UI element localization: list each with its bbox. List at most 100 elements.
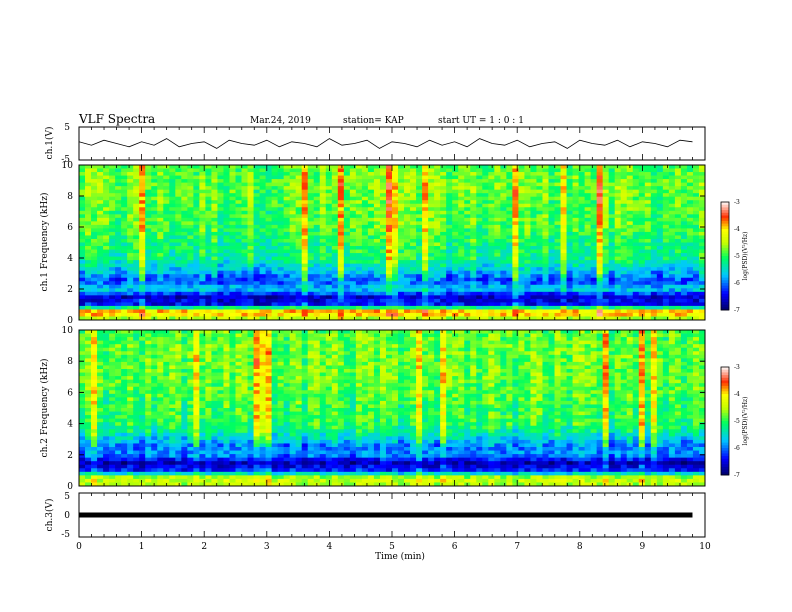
spectrogram-cell	[85, 288, 92, 293]
spectrogram-cell	[295, 281, 303, 286]
spectrogram-cell	[506, 267, 513, 272]
spectrogram-cell	[103, 468, 110, 473]
spectrogram-cell	[602, 165, 610, 169]
spectrogram-cell	[566, 235, 573, 240]
spectrogram-cell	[187, 179, 194, 184]
spectrogram-cell	[199, 200, 206, 205]
spectrogram-cell	[217, 168, 224, 173]
spectrogram-cell	[428, 200, 435, 205]
spectrogram-cell	[103, 277, 110, 282]
spectrogram-cell	[662, 210, 670, 215]
spectrogram-cell	[392, 312, 399, 317]
spectrogram-cell	[103, 379, 110, 384]
spectrogram-cell	[187, 221, 194, 226]
spectrogram-cell	[301, 312, 309, 317]
colorbar-swatch	[721, 220, 729, 224]
spectrogram-cell	[163, 274, 170, 279]
spectrogram-cell	[235, 221, 242, 226]
spectrogram-cell	[271, 175, 279, 180]
spectrogram-cell	[241, 168, 248, 173]
spectrogram-cell	[253, 210, 260, 215]
spectrogram-cell	[512, 231, 519, 236]
spectrogram-cell	[301, 172, 309, 176]
spectrogram-cell	[620, 253, 628, 257]
spectrogram-cell	[127, 221, 134, 226]
spectrogram-cell	[313, 260, 321, 265]
spectrogram-cell	[313, 221, 321, 226]
spectrogram-cell	[97, 235, 104, 240]
spectrogram-cell	[253, 214, 260, 219]
spectrogram-cell	[494, 242, 501, 247]
spectrogram-cell	[398, 284, 405, 289]
spectrogram-cell	[608, 217, 616, 222]
spectrogram-cell	[211, 295, 218, 300]
spectrogram-cell	[458, 316, 465, 321]
spectrogram-cell	[169, 246, 176, 250]
spectrogram-cell	[307, 291, 315, 296]
spectrogram-cell	[367, 316, 375, 321]
spectrogram-cell	[367, 200, 375, 205]
spectrogram-cell	[103, 393, 110, 398]
spectrogram-cell	[103, 471, 110, 476]
spectrogram-cell	[452, 168, 459, 173]
spectrogram-cell	[650, 267, 658, 272]
spectrogram-cell	[169, 200, 176, 205]
spectrogram-cell	[283, 175, 291, 180]
spectrogram-cell	[692, 235, 700, 240]
spectrogram-cell	[349, 182, 357, 187]
spectrogram-cell	[398, 291, 405, 296]
spectrogram-cell	[500, 267, 507, 272]
spectrogram-cell	[331, 235, 339, 240]
spectrogram-cell	[674, 298, 682, 303]
spectrogram-cell	[151, 238, 158, 243]
spectrogram-cell	[440, 217, 447, 222]
spectrogram-cell	[241, 189, 248, 194]
spectrogram-cell	[325, 260, 333, 265]
spectrogram-cell	[416, 217, 423, 222]
spectrogram-cell	[283, 242, 291, 247]
spectrogram-cell	[349, 253, 357, 257]
spectrogram-cell	[91, 228, 98, 233]
spectrogram-cell	[115, 333, 122, 338]
spectrogram-cell	[578, 312, 586, 317]
spectrogram-cell	[650, 182, 658, 187]
spectrogram-cell	[584, 312, 592, 317]
spectrogram-cell	[373, 196, 381, 201]
spectrogram-cell	[668, 316, 676, 321]
spectrogram-cell	[398, 172, 405, 176]
spectrogram-cell	[127, 165, 134, 169]
spectrogram-cell	[109, 224, 116, 229]
spectrogram-cell	[283, 284, 291, 289]
spectrogram-cell	[548, 175, 555, 180]
spectrogram-cell	[181, 231, 188, 236]
spectrogram-cell	[668, 186, 676, 191]
spectrogram-cell	[512, 305, 519, 310]
spectrogram-cell	[289, 221, 297, 226]
spectrogram-cell	[187, 260, 194, 265]
spectrogram-cell	[193, 312, 200, 317]
spectrogram-cell	[307, 274, 315, 279]
spectrogram-cell	[301, 200, 309, 205]
spectrogram-cell	[392, 260, 399, 265]
spectrogram-cell	[542, 189, 549, 194]
spectrogram-cell	[536, 263, 543, 268]
spectrogram-cell	[115, 228, 122, 233]
spectrogram-cell	[241, 263, 248, 268]
spectrogram-cell	[554, 263, 561, 268]
spectrogram-cell	[379, 312, 387, 317]
spectrogram-cell	[602, 295, 610, 300]
spectrogram-cell	[680, 175, 688, 180]
spectrogram-cell	[476, 295, 483, 300]
spectrogram-cell	[476, 207, 483, 212]
spectrogram-cell	[452, 217, 459, 222]
spectrogram-cell	[139, 200, 146, 205]
spectrogram-cell	[506, 253, 513, 257]
spectrogram-cell	[385, 312, 393, 317]
spectrogram-cell	[458, 210, 465, 215]
spectrogram-cell	[97, 249, 104, 254]
spectrogram-cell	[247, 270, 254, 275]
spectrogram-cell	[560, 316, 567, 321]
spectrogram-cell	[85, 260, 92, 265]
spectrogram-cell	[644, 165, 652, 169]
